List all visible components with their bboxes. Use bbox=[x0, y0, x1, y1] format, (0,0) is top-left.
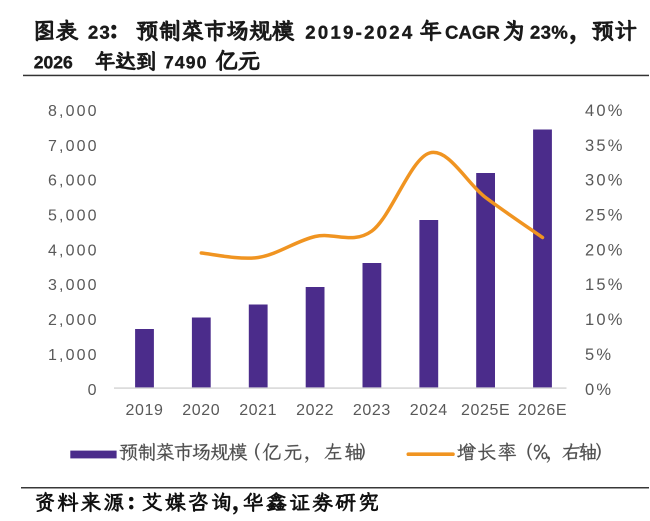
svg-text:25%: 25% bbox=[585, 207, 625, 225]
svg-text:20%: 20% bbox=[585, 241, 625, 259]
svg-text:2019: 2019 bbox=[126, 402, 164, 419]
svg-text:3,000: 3,000 bbox=[48, 277, 99, 294]
svg-text:30%: 30% bbox=[585, 172, 625, 190]
svg-text:6,000: 6,000 bbox=[48, 173, 99, 190]
svg-text:1,000: 1,000 bbox=[48, 347, 99, 364]
svg-text:0%: 0% bbox=[585, 381, 613, 399]
svg-text:5%: 5% bbox=[585, 346, 613, 364]
svg-text:7,000: 7,000 bbox=[48, 138, 99, 155]
svg-text:10%: 10% bbox=[585, 311, 625, 329]
svg-text:2024: 2024 bbox=[410, 402, 448, 419]
svg-text:2022: 2022 bbox=[296, 402, 334, 419]
svg-text:2023: 2023 bbox=[353, 402, 391, 419]
svg-text:40%: 40% bbox=[585, 102, 625, 120]
svg-text:35%: 35% bbox=[585, 137, 625, 155]
svg-text:2025E: 2025E bbox=[461, 402, 510, 419]
svg-text:8,000: 8,000 bbox=[48, 103, 99, 120]
svg-text:2,000: 2,000 bbox=[48, 312, 99, 329]
svg-text:0: 0 bbox=[88, 382, 99, 399]
svg-text:5,000: 5,000 bbox=[48, 208, 99, 225]
svg-text:4,000: 4,000 bbox=[48, 242, 99, 259]
svg-text:15%: 15% bbox=[585, 276, 625, 294]
svg-text:2021: 2021 bbox=[239, 402, 277, 419]
svg-text:2020: 2020 bbox=[182, 402, 220, 419]
svg-text:2026E: 2026E bbox=[518, 402, 567, 419]
